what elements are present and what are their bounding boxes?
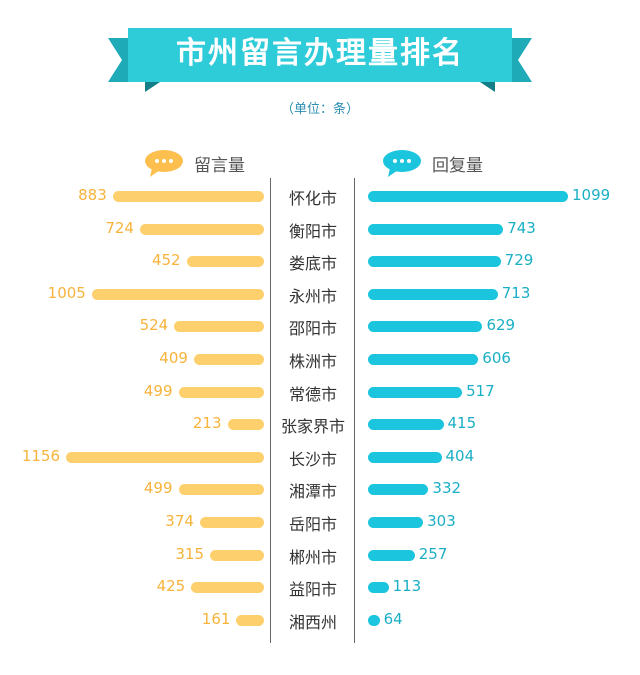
- reply-value: 729: [504, 251, 534, 270]
- message-bar: [210, 549, 264, 561]
- message-bar: [199, 517, 264, 528]
- reply-value: 415: [447, 414, 477, 433]
- speech-bubble-icon: [383, 150, 421, 177]
- city-label: 湘西州: [288, 612, 337, 632]
- reply-bar: [368, 386, 463, 398]
- city-label: 张家界市: [280, 417, 345, 437]
- reply-bar: [368, 419, 444, 431]
- message-bar: [91, 288, 264, 300]
- reply-value: 517: [466, 381, 495, 400]
- reply-value: 713: [501, 283, 531, 302]
- divider-right: [354, 178, 355, 643]
- city-label: 湘潭市: [288, 482, 337, 502]
- reply-value: 404: [445, 446, 475, 465]
- message-value: 452: [151, 251, 181, 270]
- legend-right-label: 回复量: [432, 155, 483, 176]
- message-value: 409: [159, 349, 188, 367]
- message-bar: [66, 451, 264, 463]
- message-value: 1156: [21, 446, 60, 465]
- legend-replies: 回复量: [382, 148, 483, 178]
- reply-bar: [368, 451, 442, 463]
- message-bar: [178, 386, 264, 398]
- divider-left: [270, 178, 271, 643]
- message-bar: [191, 582, 264, 594]
- reply-bar: [368, 582, 389, 594]
- city-label: 衡阳市: [288, 221, 337, 241]
- message-bar: [139, 223, 264, 235]
- message-value: 213: [192, 414, 222, 433]
- message-value: 499: [143, 479, 173, 498]
- reply-bar: [368, 484, 429, 496]
- reply-bar: [368, 288, 498, 300]
- reply-bar: [368, 223, 504, 235]
- message-bar: [112, 191, 264, 202]
- message-value: 524: [139, 316, 169, 335]
- city-label: 益阳市: [288, 580, 337, 600]
- message-value: 161: [201, 609, 231, 628]
- city-label: 郴州市: [288, 547, 337, 567]
- reply-bar: [368, 354, 479, 365]
- reply-value: 64: [383, 609, 403, 628]
- title-banner: [108, 28, 532, 92]
- reply-value: 606: [482, 349, 511, 367]
- reply-value: 743: [507, 218, 536, 237]
- reply-value: 303: [427, 512, 456, 530]
- city-label: 怀化市: [288, 189, 337, 208]
- city-label: 娄底市: [288, 254, 337, 274]
- message-bar: [193, 354, 264, 365]
- unit-label: （单位：条）: [280, 102, 359, 117]
- message-bar: [227, 419, 264, 431]
- message-bar: [178, 484, 264, 496]
- message-value: 315: [175, 544, 205, 563]
- reply-value: 629: [486, 316, 516, 335]
- reply-value: 1099: [572, 186, 611, 204]
- reply-bar: [368, 191, 568, 202]
- message-value: 724: [105, 218, 134, 237]
- page-title: 市州留言办理量排名: [176, 36, 464, 71]
- city-label: 岳阳市: [288, 515, 337, 534]
- reply-bar: [368, 549, 415, 561]
- message-value: 425: [156, 577, 186, 596]
- city-label: 邵阳市: [288, 319, 337, 339]
- city-label: 常德市: [288, 384, 337, 404]
- message-bar: [186, 256, 264, 268]
- reply-value: 257: [418, 544, 448, 563]
- message-value: 499: [143, 381, 173, 400]
- message-value: 1005: [47, 283, 86, 302]
- city-label: 株洲市: [288, 352, 337, 371]
- reply-value: 113: [392, 577, 422, 596]
- message-value: 374: [165, 512, 194, 530]
- legend-left-label: 留言量: [194, 155, 245, 176]
- city-label: 长沙市: [288, 449, 337, 469]
- speech-bubble-icon: [145, 150, 183, 177]
- message-bar: [236, 614, 264, 626]
- reply-bar: [368, 321, 483, 333]
- reply-bar: [368, 517, 424, 528]
- legend-messages: 留言量: [144, 148, 245, 178]
- message-value: 883: [78, 186, 107, 204]
- reply-value: 332: [432, 479, 462, 498]
- city-label: 永州市: [288, 286, 337, 306]
- message-bar: [174, 321, 264, 333]
- reply-bar: [368, 256, 501, 268]
- reply-bar: [368, 614, 380, 626]
